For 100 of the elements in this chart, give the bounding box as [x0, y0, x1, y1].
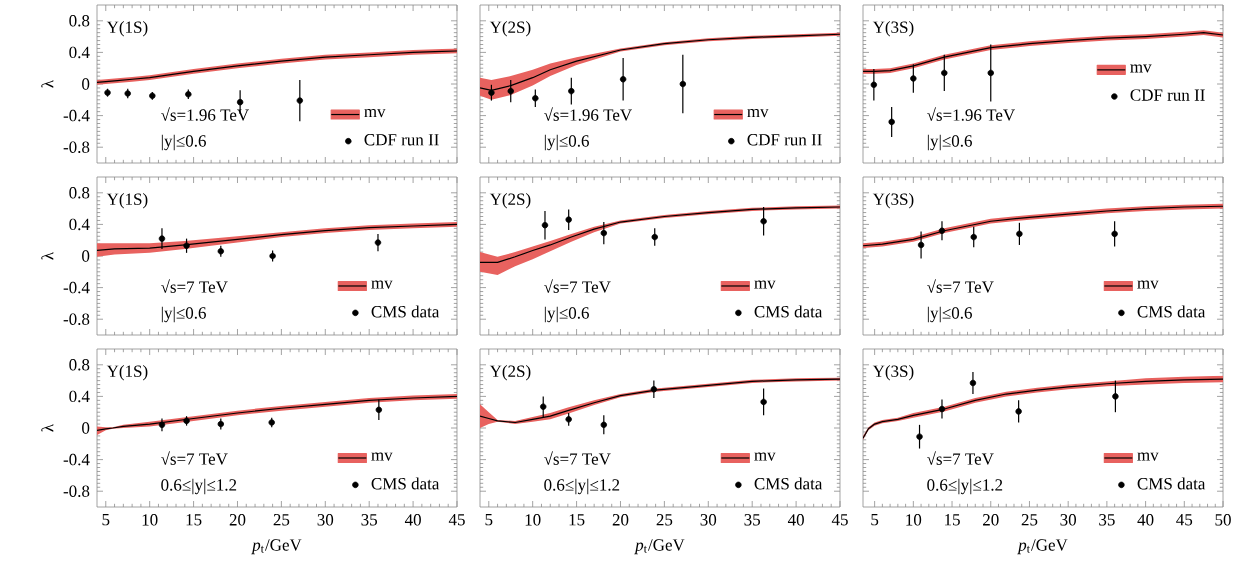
legend-label: mv	[371, 452, 393, 461]
point	[158, 235, 166, 242]
point	[910, 75, 917, 82]
legend-label: mv	[371, 280, 393, 289]
point	[987, 69, 994, 77]
y-tick-label: -0.4	[63, 281, 90, 294]
annotation: |y|≤0.6	[161, 134, 206, 151]
annotation: 0.6≤|y|≤1.2	[161, 478, 237, 495]
legend-label: mv	[754, 452, 776, 461]
x-tick-label: 5	[871, 514, 879, 526]
x-tick-label: 45	[831, 514, 848, 526]
x-tick-label: 15	[186, 514, 202, 526]
point	[488, 89, 495, 96]
y-tick-label: -0.8	[63, 485, 90, 497]
legend-label: CMS data	[371, 477, 440, 490]
x-tick-label: 15	[569, 514, 585, 526]
point	[760, 218, 767, 225]
x-tick-label: 35	[744, 514, 761, 526]
point	[568, 87, 575, 95]
y-tick-label: 0	[82, 78, 90, 90]
legend-label: mv	[1137, 452, 1159, 461]
point	[540, 403, 547, 410]
point	[375, 406, 383, 414]
legend-label: mv	[754, 280, 776, 289]
x-tick-label: 45	[448, 514, 465, 526]
point	[374, 239, 382, 246]
x-tick-label: 20	[612, 514, 629, 526]
annotation: √s=1.96 TeV	[161, 107, 249, 121]
x-tick-label: 40	[1137, 514, 1154, 526]
x-tick-label: 10	[906, 514, 922, 526]
point	[917, 241, 925, 249]
annotation: √s=1.96 TeV	[927, 107, 1015, 121]
legend-label: CMS data	[1137, 305, 1206, 318]
x-tick-label: 30	[317, 514, 334, 526]
x-tick-label: 5	[485, 514, 493, 526]
annotation: √s=7 TeV	[544, 451, 611, 465]
x-tick-label: 30	[700, 514, 717, 526]
annotation: |y|≤0.6	[927, 134, 972, 151]
x-axis-title: p$_{t}$/GeV	[251, 539, 302, 555]
point	[619, 76, 627, 83]
point	[916, 433, 923, 440]
legend-label: CDF run II	[1130, 89, 1205, 101]
point	[888, 118, 895, 126]
x-tick-label: 25	[273, 514, 290, 526]
point	[296, 97, 304, 104]
annotation: |y|≤0.6	[927, 306, 972, 323]
annotation: Υ(1S)	[106, 193, 148, 209]
annotation: √s=1.96 TeV	[544, 107, 632, 121]
annotation: Υ(1S)	[106, 20, 148, 37]
legend-label: mv	[747, 109, 769, 118]
x-tick-label: 35	[361, 514, 378, 526]
x-tick-label: 20	[983, 514, 999, 526]
point	[870, 81, 878, 88]
y-tick-label: 0	[82, 250, 90, 262]
y-tick-label: 0.8	[69, 359, 90, 371]
point	[1015, 408, 1022, 415]
point	[969, 379, 977, 387]
point	[600, 229, 608, 237]
y-tick-label: 0.8	[69, 15, 90, 27]
x-tick-label: 10	[525, 514, 541, 526]
legend-label: mv	[1130, 64, 1152, 73]
annotation: √s=7 TeV	[161, 279, 228, 293]
annotation: Υ(2S)	[489, 20, 531, 37]
legend-label: mv	[364, 109, 386, 118]
annotation: 0.6≤|y|≤1.2	[927, 478, 1003, 495]
point	[236, 98, 244, 106]
x-tick-label: 35	[1099, 514, 1115, 526]
point	[1016, 230, 1023, 238]
annotation: Υ(3S)	[872, 193, 914, 209]
x-tick-label: 40	[787, 514, 804, 526]
annotation: Υ(2S)	[489, 365, 531, 381]
legend-label: CMS data	[1137, 477, 1206, 490]
point	[600, 421, 608, 429]
point	[532, 95, 539, 102]
y-tick-label: -0.8	[63, 141, 90, 153]
point	[938, 227, 946, 234]
point	[651, 233, 658, 241]
x-axis-title: p$_{t}$/GeV	[634, 539, 685, 555]
x-tick-label: 25	[1021, 514, 1038, 526]
annotation: Υ(2S)	[489, 193, 531, 209]
y-axis-title: λ	[41, 423, 54, 432]
point	[565, 416, 572, 423]
point	[970, 233, 977, 241]
y-tick-label: 0.4	[69, 46, 90, 59]
y-tick-label: 0	[82, 422, 90, 434]
y-tick-label: 0.4	[69, 218, 90, 231]
legend-label: CMS data	[754, 477, 823, 490]
legend-label: CDF run II	[364, 134, 439, 146]
legend-label: mv	[1137, 280, 1159, 289]
legend-label: CMS data	[754, 305, 823, 318]
x-tick-label: 50	[1215, 514, 1231, 526]
x-tick-label: 20	[229, 514, 246, 526]
x-tick-label: 10	[142, 514, 158, 526]
point	[1111, 230, 1118, 238]
annotation: |y|≤0.6	[544, 134, 589, 151]
x-tick-label: 15	[945, 514, 960, 526]
y-tick-label: 0.8	[69, 187, 90, 199]
point	[183, 242, 190, 249]
y-tick-label: -0.4	[63, 109, 90, 122]
annotation: Υ(3S)	[872, 20, 914, 37]
